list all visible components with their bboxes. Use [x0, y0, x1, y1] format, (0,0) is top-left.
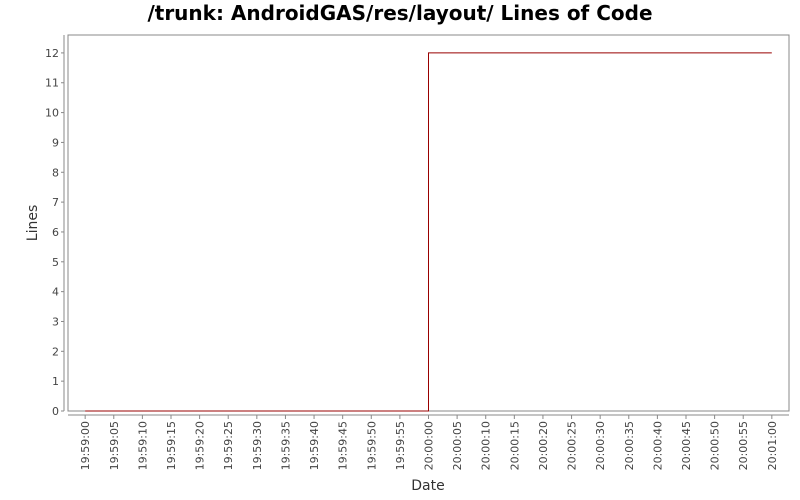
- x-tick-label: 19:59:45: [337, 421, 350, 470]
- y-tick-label: 9: [52, 136, 59, 149]
- y-tick-label: 7: [52, 196, 59, 209]
- x-tick-label: 19:59:05: [108, 421, 121, 470]
- x-tick-label: 20:00:45: [680, 421, 693, 470]
- x-tick-label: 20:00:40: [651, 421, 664, 470]
- x-tick-label: 20:00:50: [709, 421, 722, 470]
- y-tick-label: 2: [52, 345, 59, 358]
- x-tick-label: 20:00:00: [423, 421, 436, 470]
- x-tick-label: 20:00:05: [451, 421, 464, 470]
- y-tick-label: 5: [52, 256, 59, 269]
- series-line: [85, 52, 772, 412]
- series-layer: [85, 52, 772, 412]
- x-tick-label: 20:00:55: [737, 421, 750, 470]
- x-tick-label: 19:59:50: [365, 421, 378, 470]
- y-tick-label: 11: [45, 77, 59, 90]
- y-tick-label: 0: [52, 405, 59, 418]
- x-axis: 19:59:00 19:59:05 19:59:10 19:59:15 19:59:20…: [68, 414, 789, 470]
- x-tick-label: 20:01:00: [766, 421, 779, 470]
- x-tick-label: 19:59:15: [165, 421, 178, 470]
- x-tick-label: 19:59:55: [394, 421, 407, 470]
- x-axis-label: Date: [411, 478, 444, 494]
- x-tick-label: 19:59:20: [194, 421, 207, 470]
- y-tick-label: 12: [45, 47, 59, 60]
- x-tick-label: 20:00:35: [623, 421, 636, 470]
- y-tick-label: 6: [52, 226, 59, 239]
- y-tick-label: 4: [52, 286, 59, 299]
- x-tick-label: 19:59:10: [136, 421, 149, 470]
- y-tick-label: 8: [52, 166, 59, 179]
- x-tick-label: 20:00:30: [594, 421, 607, 470]
- x-tick-label: 19:59:35: [279, 421, 292, 470]
- x-tick-label: 20:00:15: [508, 421, 521, 470]
- y-tick-label: 3: [52, 315, 59, 328]
- y-tick-label: 1: [52, 375, 59, 388]
- x-tick-label: 20:00:25: [566, 421, 579, 470]
- y-tick-label: 10: [45, 107, 59, 120]
- x-tick-label: 19:59:30: [251, 421, 264, 470]
- x-tick-label: 19:59:40: [308, 421, 321, 470]
- x-tick-label: 20:00:20: [537, 421, 550, 470]
- x-tick-label: 19:59:25: [222, 421, 235, 470]
- x-tick-label: 19:59:00: [79, 421, 92, 470]
- x-tick-label: 20:00:10: [480, 421, 493, 470]
- y-axis-label: Lines: [25, 205, 41, 241]
- chart-title: /trunk: AndroidGAS/res/layout/ Lines of …: [147, 1, 652, 25]
